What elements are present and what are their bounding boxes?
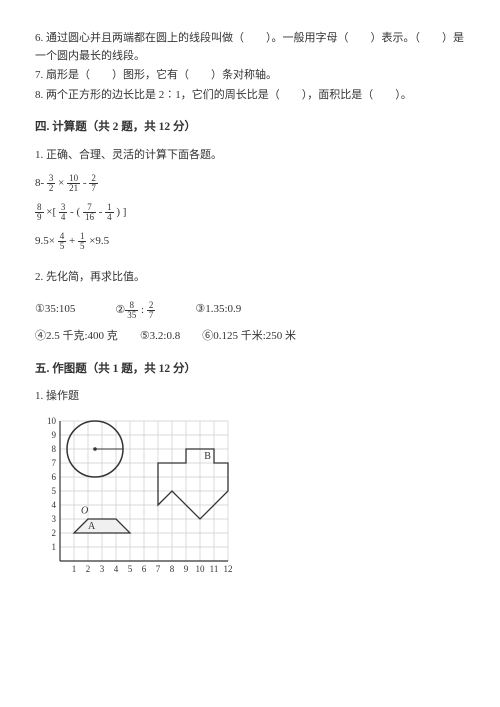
section-4-title: 四. 计算题（共 2 题，共 12 分） — [35, 118, 465, 136]
svg-text:8: 8 — [52, 444, 57, 454]
frac: 1021 — [67, 174, 80, 193]
section-4-item-1: 1. 正确、合理、灵活的计算下面各题。 — [35, 147, 465, 165]
expression-3: 9.5× 45 + 15 ×9.5 — [35, 232, 465, 251]
grid-figure: 12345678910111212345678910ABO — [35, 416, 465, 598]
svg-text:4: 4 — [52, 500, 57, 510]
expr1-lead: 8 — [35, 177, 41, 189]
frac: 32 — [47, 174, 56, 193]
svg-text:2: 2 — [86, 564, 91, 574]
frac: 15 — [78, 232, 87, 251]
section-4-item-2: 2. 先化简，再求比值。 — [35, 269, 465, 287]
grid-svg: 12345678910111212345678910ABO — [35, 416, 245, 591]
svg-text:7: 7 — [52, 458, 57, 468]
svg-text:5: 5 — [128, 564, 133, 574]
ratio-item-3: ③1.35:0.9 — [195, 301, 241, 320]
svg-text:9: 9 — [184, 564, 189, 574]
svg-text:6: 6 — [142, 564, 147, 574]
svg-text:12: 12 — [224, 564, 233, 574]
ratio-row-1: ①35:105 ②835 : 27 ③1.35:0.9 — [35, 301, 465, 320]
svg-text:9: 9 — [52, 430, 57, 440]
svg-text:O: O — [81, 505, 88, 516]
svg-text:3: 3 — [100, 564, 105, 574]
svg-text:3: 3 — [52, 514, 57, 524]
svg-text:1: 1 — [52, 542, 57, 552]
svg-text:4: 4 — [114, 564, 119, 574]
svg-text:10: 10 — [196, 564, 206, 574]
frac: 716 — [83, 203, 96, 222]
svg-text:10: 10 — [47, 416, 57, 426]
section-5-item-1: 1. 操作题 — [35, 388, 465, 406]
svg-text:A: A — [88, 520, 96, 531]
svg-text:B: B — [204, 450, 211, 461]
question-8: 8. 两个正方形的边长比是 2∶1，它们的周长比是（ ），面积比是（ ）。 — [35, 87, 465, 105]
expression-2: 89 ×[ 34 - ( 716 - 14 ) ] — [35, 203, 465, 222]
question-6: 6. 通过圆心并且两端都在圆上的线段叫做（ ）。一般用字母（ ）表示。（ ）是一… — [35, 30, 465, 65]
expr3-a: 9.5 — [35, 235, 49, 247]
expression-1: 8- 32 × 1021 - 27 — [35, 174, 465, 193]
ratio-item-2: ②835 : 27 — [115, 301, 155, 320]
svg-text:11: 11 — [210, 564, 219, 574]
frac: 45 — [58, 232, 67, 251]
svg-text:5: 5 — [52, 486, 57, 496]
frac: 34 — [59, 203, 68, 222]
expr3-b: 9.5 — [95, 235, 109, 247]
frac: 14 — [105, 203, 114, 222]
ratio-item-1: ①35:105 — [35, 301, 75, 320]
section-5-title: 五. 作图题（共 1 题，共 12 分） — [35, 360, 465, 378]
ratio-item-5: ⑤3.2:0.8 — [140, 328, 180, 346]
frac: 89 — [35, 203, 44, 222]
svg-text:1: 1 — [72, 564, 77, 574]
svg-text:2: 2 — [52, 528, 57, 538]
frac: 835 — [125, 301, 138, 320]
svg-text:8: 8 — [170, 564, 175, 574]
ratio-item-6: ⑥0.125 千米:250 米 — [202, 328, 296, 346]
question-7: 7. 扇形是（ ）图形，它有（ ）条对称轴。 — [35, 67, 465, 85]
svg-text:6: 6 — [52, 472, 57, 482]
svg-text:7: 7 — [156, 564, 161, 574]
ratio-row-2: ④2.5 千克:400 克 ⑤3.2:0.8 ⑥0.125 千米:250 米 — [35, 328, 465, 346]
frac: 27 — [147, 301, 156, 320]
ratio-item-4: ④2.5 千克:400 克 — [35, 328, 118, 346]
frac: 27 — [89, 174, 98, 193]
